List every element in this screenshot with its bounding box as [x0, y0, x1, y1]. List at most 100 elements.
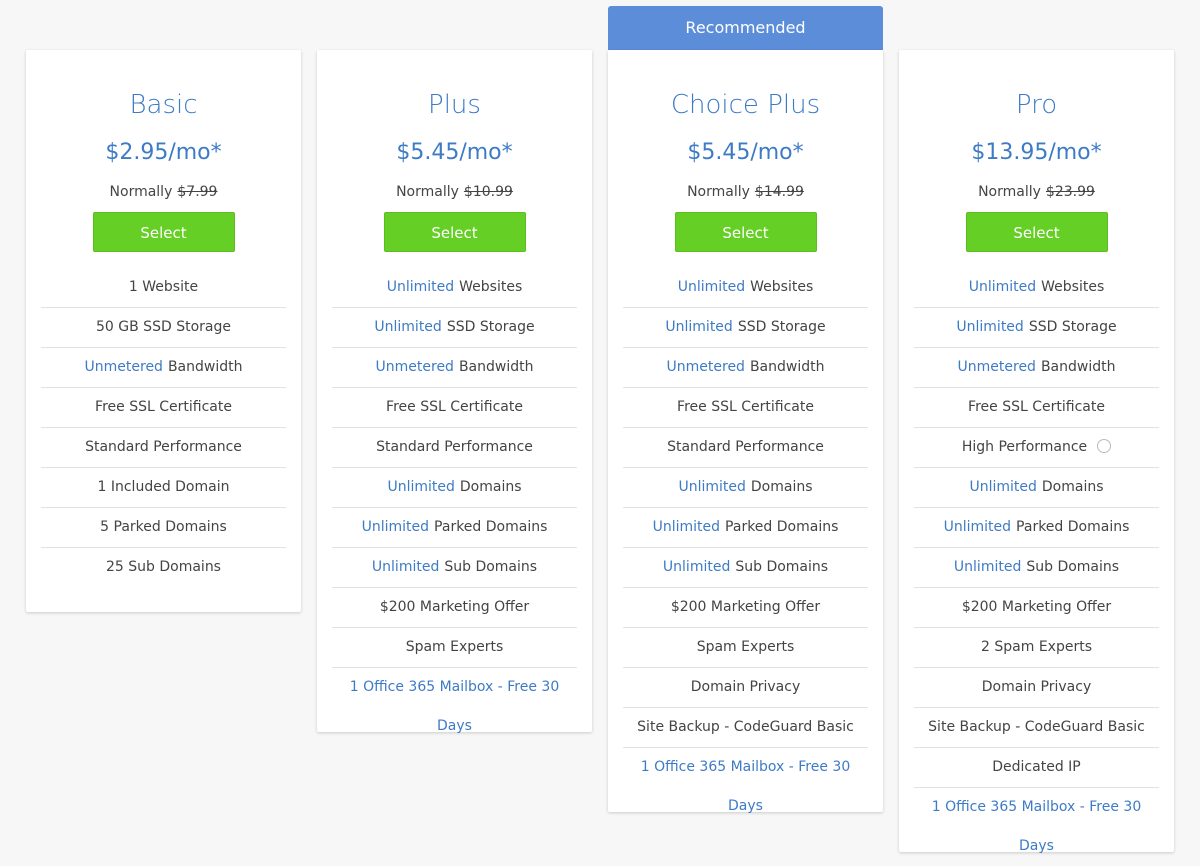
feature-text: Spam Experts [696, 639, 795, 655]
feature-highlight: Unmetered [666, 359, 745, 375]
feature-row: Unlimited Websites [332, 268, 577, 308]
feature-row: $200 Marketing Offer [914, 588, 1159, 628]
feature-text: $200 Marketing Offer [961, 599, 1112, 615]
feature-text: Domains [459, 479, 522, 495]
select-button[interactable]: Select [674, 212, 817, 252]
normally-label: Normally [396, 184, 459, 200]
feature-text: Free SSL Certificate [677, 399, 814, 415]
feature-row: Unlimited Sub Domains [914, 548, 1159, 588]
feature-row: 1 Office 365 Mailbox - Free 30 Days [332, 668, 577, 734]
feature-highlight: Unlimited [374, 319, 442, 335]
feature-row: 1 Website [41, 268, 286, 308]
feature-text: Parked Domains [725, 519, 839, 535]
recommended-badge: Recommended [608, 6, 883, 50]
feature-highlight: Unlimited [968, 279, 1037, 295]
plan-price: $5.45/mo* [396, 140, 513, 165]
normal-price: Normally $10.99 [332, 182, 577, 202]
feature-list: 1 Website 50 GB SSD Storage Unmetered Bandw… [41, 268, 286, 588]
feature-text: Domains [750, 479, 813, 495]
normal-price: Normally $14.99 [623, 182, 868, 202]
feature-text: Standard Performance [85, 439, 242, 455]
feature-row: 5 Parked Domains [41, 508, 286, 548]
feature-text: Bandwidth [1040, 359, 1116, 375]
old-price: $7.99 [177, 184, 218, 200]
feature-text: 1 Website [128, 279, 199, 295]
feature-row: Unmetered Bandwidth [623, 348, 868, 388]
feature-highlight: Unmetered [957, 359, 1036, 375]
feature-row: Unlimited Sub Domains [623, 548, 868, 588]
feature-row: Site Backup - CodeGuard Basic [914, 708, 1159, 748]
normally-label: Normally [109, 184, 173, 200]
feature-text: Websites [1041, 279, 1105, 295]
feature-text: Bandwidth [749, 359, 825, 375]
feature-row: Unlimited Domains [623, 468, 868, 508]
feature-text: Websites [750, 279, 814, 295]
feature-row: Unlimited Parked Domains [332, 508, 577, 548]
plan-name: Choice Plus [670, 90, 821, 120]
feature-highlight: Unmetered [84, 359, 163, 375]
feature-row: Free SSL Certificate [41, 388, 286, 428]
feature-highlight: Unlimited [969, 479, 1037, 495]
feature-highlight: Unlimited [678, 479, 746, 495]
feature-text: $200 Marketing Offer [379, 599, 530, 615]
feature-text: 50 GB SSD Storage [96, 319, 231, 335]
feature-text: Domain Privacy [981, 679, 1092, 695]
feature-row: Standard Performance [332, 428, 577, 468]
feature-row: Spam Experts [623, 628, 868, 668]
plan-card: Pro $13.95/mo* Normally $23.99 Select Unlimit… [899, 50, 1174, 854]
feature-row: $200 Marketing Offer [623, 588, 868, 628]
feature-text: $200 Marketing Offer [670, 599, 821, 615]
feature-highlight: Unlimited [371, 559, 440, 575]
plan-name: Basic [129, 90, 198, 120]
feature-text: 2 Spam Experts [981, 639, 1092, 655]
feature-row: 1 Office 365 Mailbox - Free 30 Days [623, 748, 868, 814]
feature-row: 2 Spam Experts [914, 628, 1159, 668]
feature-highlight: Unlimited [677, 279, 746, 295]
feature-row: Domain Privacy [914, 668, 1159, 708]
old-price: $14.99 [754, 184, 804, 200]
feature-row: 25 Sub Domains [41, 548, 286, 588]
feature-row: Unmetered Bandwidth [41, 348, 286, 388]
feature-text: SSD Storage [1028, 319, 1117, 335]
plan-card: Basic $2.95/mo* Normally $7.99 Select 1 Websi… [26, 50, 301, 612]
feature-highlight: 1 Office 365 Mailbox - Free 30 Days [349, 679, 560, 734]
feature-text: Parked Domains [434, 519, 548, 535]
feature-row: Unlimited SSD Storage [914, 308, 1159, 348]
feature-text: Free SSL Certificate [95, 399, 232, 415]
feature-text: Sub Domains [735, 559, 829, 575]
feature-row: Free SSL Certificate [332, 388, 577, 428]
feature-row: Unlimited Websites [914, 268, 1159, 308]
feature-highlight: Unlimited [956, 319, 1024, 335]
old-price: $23.99 [1045, 184, 1095, 200]
feature-row: Unlimited Domains [914, 468, 1159, 508]
feature-text: Standard Performance [667, 439, 824, 455]
feature-text: Spam Experts [405, 639, 504, 655]
info-icon[interactable] [1097, 439, 1112, 453]
feature-row: Domain Privacy [623, 668, 868, 708]
feature-row: Unlimited SSD Storage [332, 308, 577, 348]
old-price: $10.99 [463, 184, 513, 200]
select-button[interactable]: Select [965, 212, 1108, 252]
feature-row: High Performance [914, 428, 1159, 468]
feature-row: 1 Office 365 Mailbox - Free 30 Days [914, 788, 1159, 854]
feature-row: Standard Performance [623, 428, 868, 468]
feature-list: Unlimited Websites Unlimited SSD Storage Unm… [914, 268, 1159, 854]
feature-row: 1 Included Domain [41, 468, 286, 508]
feature-text: Bandwidth [458, 359, 534, 375]
feature-list: Unlimited Websites Unlimited SSD Storage Unm… [623, 268, 868, 814]
feature-text: Site Backup - CodeGuard Basic [928, 719, 1145, 735]
feature-row: Site Backup - CodeGuard Basic [623, 708, 868, 748]
select-button[interactable]: Select [383, 212, 526, 252]
feature-highlight: 1 Office 365 Mailbox - Free 30 Days [640, 759, 851, 814]
feature-highlight: Unmetered [375, 359, 454, 375]
select-button[interactable]: Select [92, 212, 235, 252]
feature-highlight: 1 Office 365 Mailbox - Free 30 Days [931, 799, 1142, 854]
normally-label: Normally [978, 184, 1041, 200]
feature-text: Sub Domains [444, 559, 538, 575]
feature-highlight: Unlimited [387, 479, 455, 495]
feature-row: Unlimited Parked Domains [914, 508, 1159, 548]
feature-row: Free SSL Certificate [623, 388, 868, 428]
feature-text: 1 Included Domain [97, 479, 230, 495]
feature-highlight: Unlimited [652, 519, 721, 535]
